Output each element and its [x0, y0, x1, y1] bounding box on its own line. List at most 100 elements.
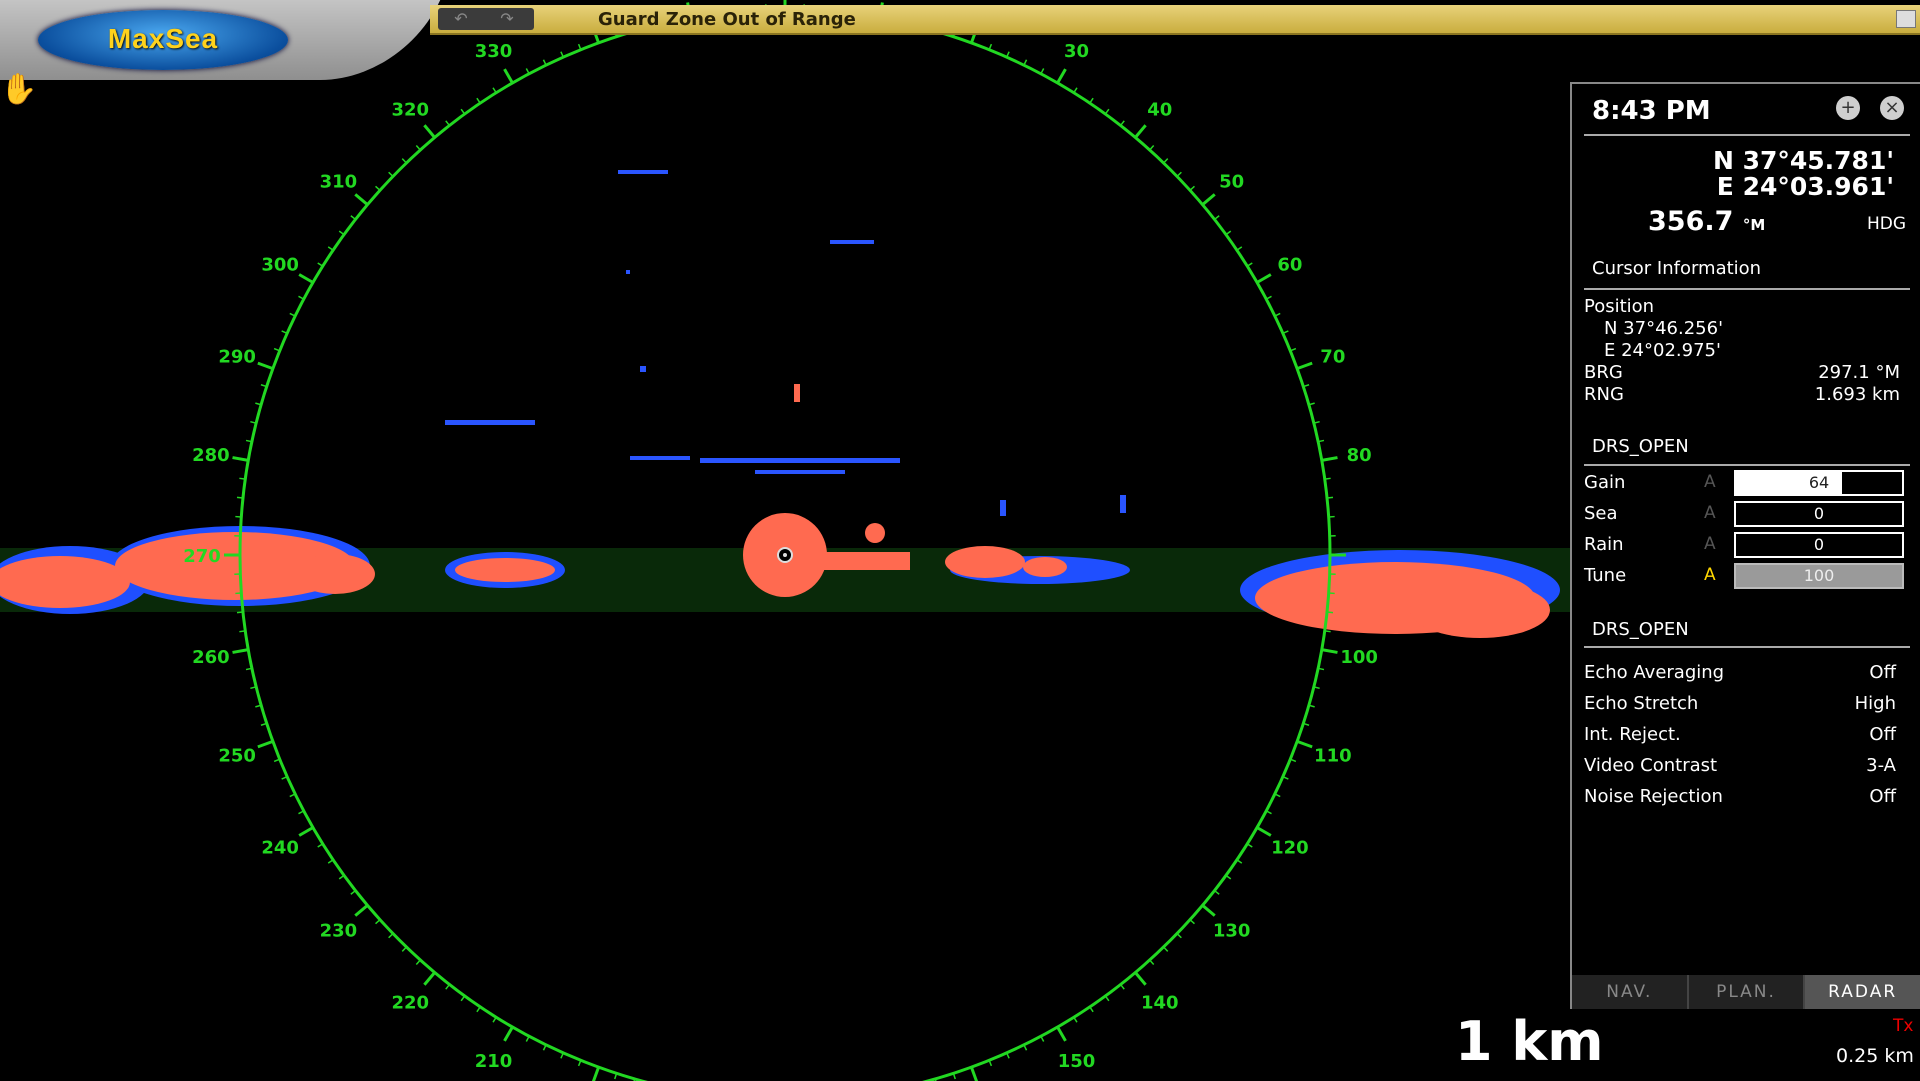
bearing-tick	[338, 874, 345, 880]
tune-input[interactable]: 100	[1734, 563, 1904, 589]
bearing-tick	[1326, 611, 1334, 614]
close-circle-icon[interactable]: ×	[1880, 96, 1904, 120]
gain-input[interactable]: 64	[1734, 470, 1904, 496]
heading-value: 356.7 °M	[1648, 206, 1765, 237]
bearing-tick	[1236, 246, 1243, 251]
tune-label: Tune	[1584, 565, 1627, 586]
bearing-tick	[1005, 51, 1010, 58]
rng-value: 1.693 km	[1814, 384, 1900, 405]
bearing-tick	[476, 97, 481, 104]
bearing-tick	[1214, 889, 1220, 895]
bearing-tick	[503, 1026, 514, 1042]
bearing-tick	[327, 246, 334, 251]
bearing-label: 300	[261, 255, 299, 276]
bearing-tick	[338, 230, 345, 236]
bearing-tick	[1308, 402, 1315, 406]
bearing-label: 330	[475, 41, 513, 62]
bearing-tick	[1149, 145, 1155, 151]
divider	[1584, 288, 1910, 290]
bearing-tick	[245, 439, 253, 443]
bearing-tick	[1214, 215, 1220, 221]
range-scale[interactable]: 1 km	[1455, 1010, 1604, 1073]
bearing-tick	[298, 810, 305, 815]
cursor-longitude: E 24°02.975'	[1604, 340, 1721, 361]
bearing-tick	[236, 611, 244, 614]
cursor-latitude: N 37°46.256'	[1604, 318, 1724, 339]
bearing-tick	[298, 273, 314, 284]
bearing-label: 280	[192, 445, 230, 466]
bearing-tick	[988, 43, 993, 50]
bearing-tick	[1119, 120, 1125, 126]
bearing-tick	[476, 1006, 481, 1013]
tab-nav[interactable]: NAV.	[1572, 975, 1689, 1009]
bearing-tick	[298, 295, 305, 300]
bearing-tick	[250, 420, 257, 424]
bearing-tick	[1321, 648, 1338, 654]
heading-unit: °M	[1742, 216, 1766, 234]
bearing-tick	[1176, 171, 1182, 177]
setting-value[interactable]: 3-A	[1866, 755, 1896, 776]
tab-plan[interactable]: PLAN.	[1688, 975, 1806, 1009]
clock-time: 8:43 PM	[1592, 96, 1711, 126]
bearing-tick	[542, 59, 547, 66]
bearing-tick	[1236, 859, 1243, 864]
bearing-tick	[401, 946, 407, 952]
tab-radar[interactable]: RADAR	[1805, 975, 1920, 1009]
bearing-tick	[281, 775, 288, 780]
setting-value[interactable]: Off	[1869, 662, 1896, 683]
bearing-tick	[317, 843, 324, 848]
bearing-tick	[1313, 420, 1320, 424]
bearing-tick	[1189, 919, 1195, 925]
gain-label: Gain	[1584, 472, 1626, 493]
rain-input[interactable]: 0	[1734, 532, 1904, 558]
divider	[1584, 134, 1910, 136]
rain-label: Rain	[1584, 534, 1624, 555]
undo-icon[interactable]: ↶	[454, 9, 468, 28]
bearing-tick	[560, 51, 565, 58]
bearing-tick	[250, 686, 257, 690]
setting-label: Video Contrast	[1584, 755, 1718, 776]
bearing-tick	[1290, 758, 1297, 763]
bearing-tick	[415, 959, 421, 965]
bearing-tick	[591, 1066, 601, 1081]
bearing-tick	[236, 496, 244, 499]
bearing-tick	[1246, 262, 1253, 267]
bearing-tick	[327, 859, 334, 864]
bearing-tick	[1023, 1044, 1028, 1051]
bearing-tick	[1225, 874, 1232, 880]
setting-value[interactable]: High	[1854, 693, 1896, 714]
bearing-tick	[969, 1066, 979, 1081]
redo-icon[interactable]: ↷	[500, 9, 514, 28]
minimize-button[interactable]	[1896, 10, 1916, 28]
bearing-tick	[460, 108, 466, 115]
bearing-tick	[614, 1073, 618, 1080]
bearing-tick	[298, 826, 314, 837]
maxsea-logo: MaxSea	[38, 10, 288, 70]
bearing-tick	[1296, 739, 1313, 749]
bearing-tick	[232, 648, 249, 654]
own-latitude: N 37°45.781'	[1712, 146, 1894, 175]
rain-auto-toggle[interactable]: A	[1704, 534, 1716, 554]
gain-auto-toggle[interactable]: A	[1704, 472, 1716, 492]
sea-input[interactable]: 0	[1734, 501, 1904, 527]
bearing-tick	[423, 124, 436, 139]
bearing-tick	[1282, 330, 1289, 335]
setting-label: Echo Stretch	[1584, 693, 1699, 714]
bearing-tick	[239, 630, 246, 633]
setting-value[interactable]: Off	[1869, 786, 1896, 807]
tune-auto-toggle[interactable]: A	[1704, 565, 1716, 585]
setting-label: Echo Averaging	[1584, 662, 1725, 683]
logo-text: MaxSea	[107, 23, 219, 54]
sea-auto-toggle[interactable]: A	[1704, 503, 1716, 523]
plus-circle-icon[interactable]: +	[1836, 96, 1860, 120]
bearing-tick	[1296, 361, 1313, 371]
bearing-tick	[423, 971, 436, 986]
bearing-label: 140	[1141, 993, 1179, 1014]
bearing-tick	[460, 995, 466, 1002]
setting-value[interactable]: Off	[1869, 724, 1896, 745]
rng-label: RNG	[1584, 384, 1624, 405]
divider	[1584, 464, 1910, 466]
bearing-tick	[1324, 477, 1331, 480]
bearing-label: 60	[1277, 255, 1302, 276]
bearing-tick	[1317, 439, 1325, 443]
